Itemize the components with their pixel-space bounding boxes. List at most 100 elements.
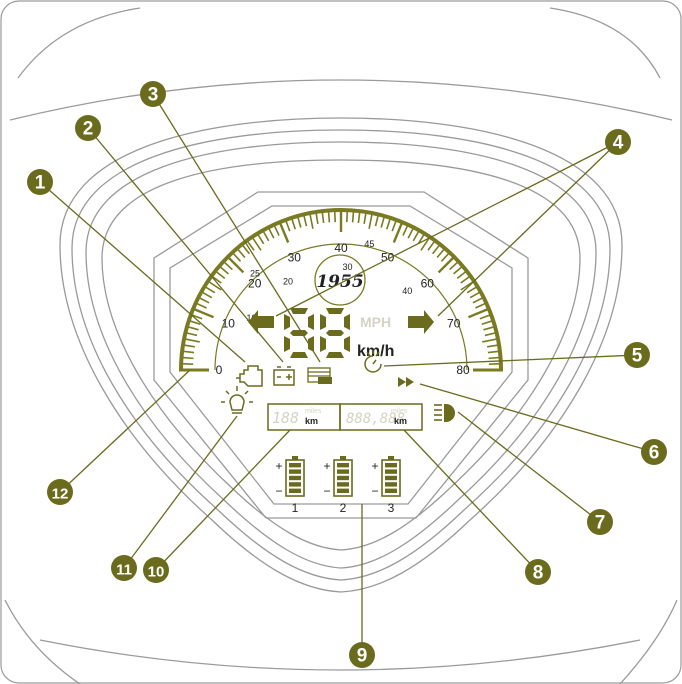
scale-tick: [201, 291, 213, 299]
scale-tick: [449, 260, 460, 271]
scale-tick: [368, 212, 373, 229]
kmh-label: 20: [283, 276, 293, 286]
scale-tick: [385, 217, 392, 230]
digit-segment: [284, 314, 290, 330]
digit-segment: [326, 352, 344, 358]
digit-segment: [320, 314, 326, 330]
speed-label: 30: [288, 250, 302, 264]
battery-level-icon: + −3: [371, 456, 401, 515]
battery-label: 2: [340, 501, 347, 515]
scale-tick: [392, 221, 404, 243]
scale-tick: [453, 265, 464, 275]
odo-km-unit: km: [394, 416, 407, 426]
trip-km-unit: km: [305, 416, 318, 426]
callout-number: 6: [649, 443, 660, 464]
callout-5: 5: [624, 342, 650, 368]
scale-tick: [321, 211, 325, 224]
fast-mode-icon: [398, 377, 414, 387]
kmh-label: km/h: [357, 343, 394, 360]
scale-tick: [351, 210, 355, 223]
scale-tick: [412, 230, 420, 242]
mph-label: MPH: [360, 314, 391, 330]
scale-tick: [460, 275, 471, 284]
digit-segment: [344, 314, 350, 330]
callout-8: 8: [525, 559, 551, 585]
scale-tick: [437, 256, 455, 274]
kmh-label: 40: [402, 286, 412, 296]
scale-tick: [427, 240, 436, 251]
trip-value: 188: [272, 409, 299, 427]
callout-number: 7: [595, 513, 606, 534]
scale-tick: [182, 344, 195, 348]
callout-1: 1: [27, 169, 53, 195]
speed-label: 70: [447, 316, 461, 330]
scale-tick: [185, 331, 198, 337]
battery-warning-icon: [273, 366, 295, 386]
scale-tick: [483, 325, 496, 331]
scale-tick: [227, 256, 245, 274]
battery-plus: +: [323, 459, 330, 473]
scale-tick: [482, 338, 499, 343]
kmh-label: 30: [343, 262, 353, 272]
trip-display: 188 miles km: [267, 403, 341, 431]
callout-7: 7: [587, 509, 613, 535]
callout-10: 10: [143, 557, 169, 583]
scale-tick: [284, 219, 291, 232]
scale-tick: [466, 285, 478, 294]
callout-number: 5: [632, 346, 643, 367]
scale-tick: [440, 251, 451, 262]
digit-segment: [308, 336, 314, 352]
service-icon: [364, 350, 382, 373]
scale-tick: [357, 211, 361, 224]
digit-segment: [326, 330, 344, 336]
scale-tick: [487, 344, 500, 348]
scale-tick: [315, 211, 319, 224]
callout-number: 4: [613, 133, 624, 154]
scale-tick: [183, 338, 200, 343]
headlight-icon: [434, 404, 455, 422]
kmh-label: 25: [250, 268, 260, 278]
callout-number: 12: [52, 486, 69, 503]
scale-tick: [262, 230, 270, 242]
callout-number: 2: [83, 119, 94, 140]
callout-6: 6: [641, 439, 667, 465]
scale-tick: [188, 319, 201, 326]
digit-segment: [284, 336, 290, 352]
speed-label: 20: [248, 277, 262, 291]
digit-segment: [326, 308, 344, 314]
scale-tick: [327, 210, 331, 223]
battery-level-icons: +−1+−2+−3: [275, 456, 401, 515]
callout-number: 9: [357, 646, 368, 667]
scale-tick: [241, 243, 251, 255]
display-panel: [153, 191, 529, 519]
scale-tick: [484, 331, 497, 337]
scale-tick: [417, 233, 426, 245]
speed-label: 10: [222, 316, 236, 330]
scale-tick: [273, 224, 280, 236]
scale-tick: [380, 215, 386, 228]
digit-segment: [290, 330, 308, 336]
scale-tick: [481, 319, 494, 326]
logo-emblem: 1955: [314, 254, 366, 306]
leader-lines: [39, 93, 655, 655]
speed-digits: [284, 308, 350, 358]
scale-tick: [363, 211, 367, 224]
fuel-icon: [307, 367, 332, 384]
engine-icon: [236, 365, 263, 387]
scale-tick: [487, 350, 500, 354]
scale-tick: [475, 302, 487, 309]
callout-12: 12: [47, 479, 73, 505]
scale-tick: [407, 227, 415, 239]
scale-tick: [207, 280, 222, 291]
scale-tick: [468, 307, 490, 319]
scale-tick: [302, 214, 308, 227]
callout-2: 2: [75, 115, 101, 141]
callout-11: 11: [111, 555, 137, 581]
battery-plus: +: [371, 459, 378, 473]
scale-tick: [456, 270, 468, 280]
odometer-display: 888,888 miles km: [339, 403, 423, 431]
